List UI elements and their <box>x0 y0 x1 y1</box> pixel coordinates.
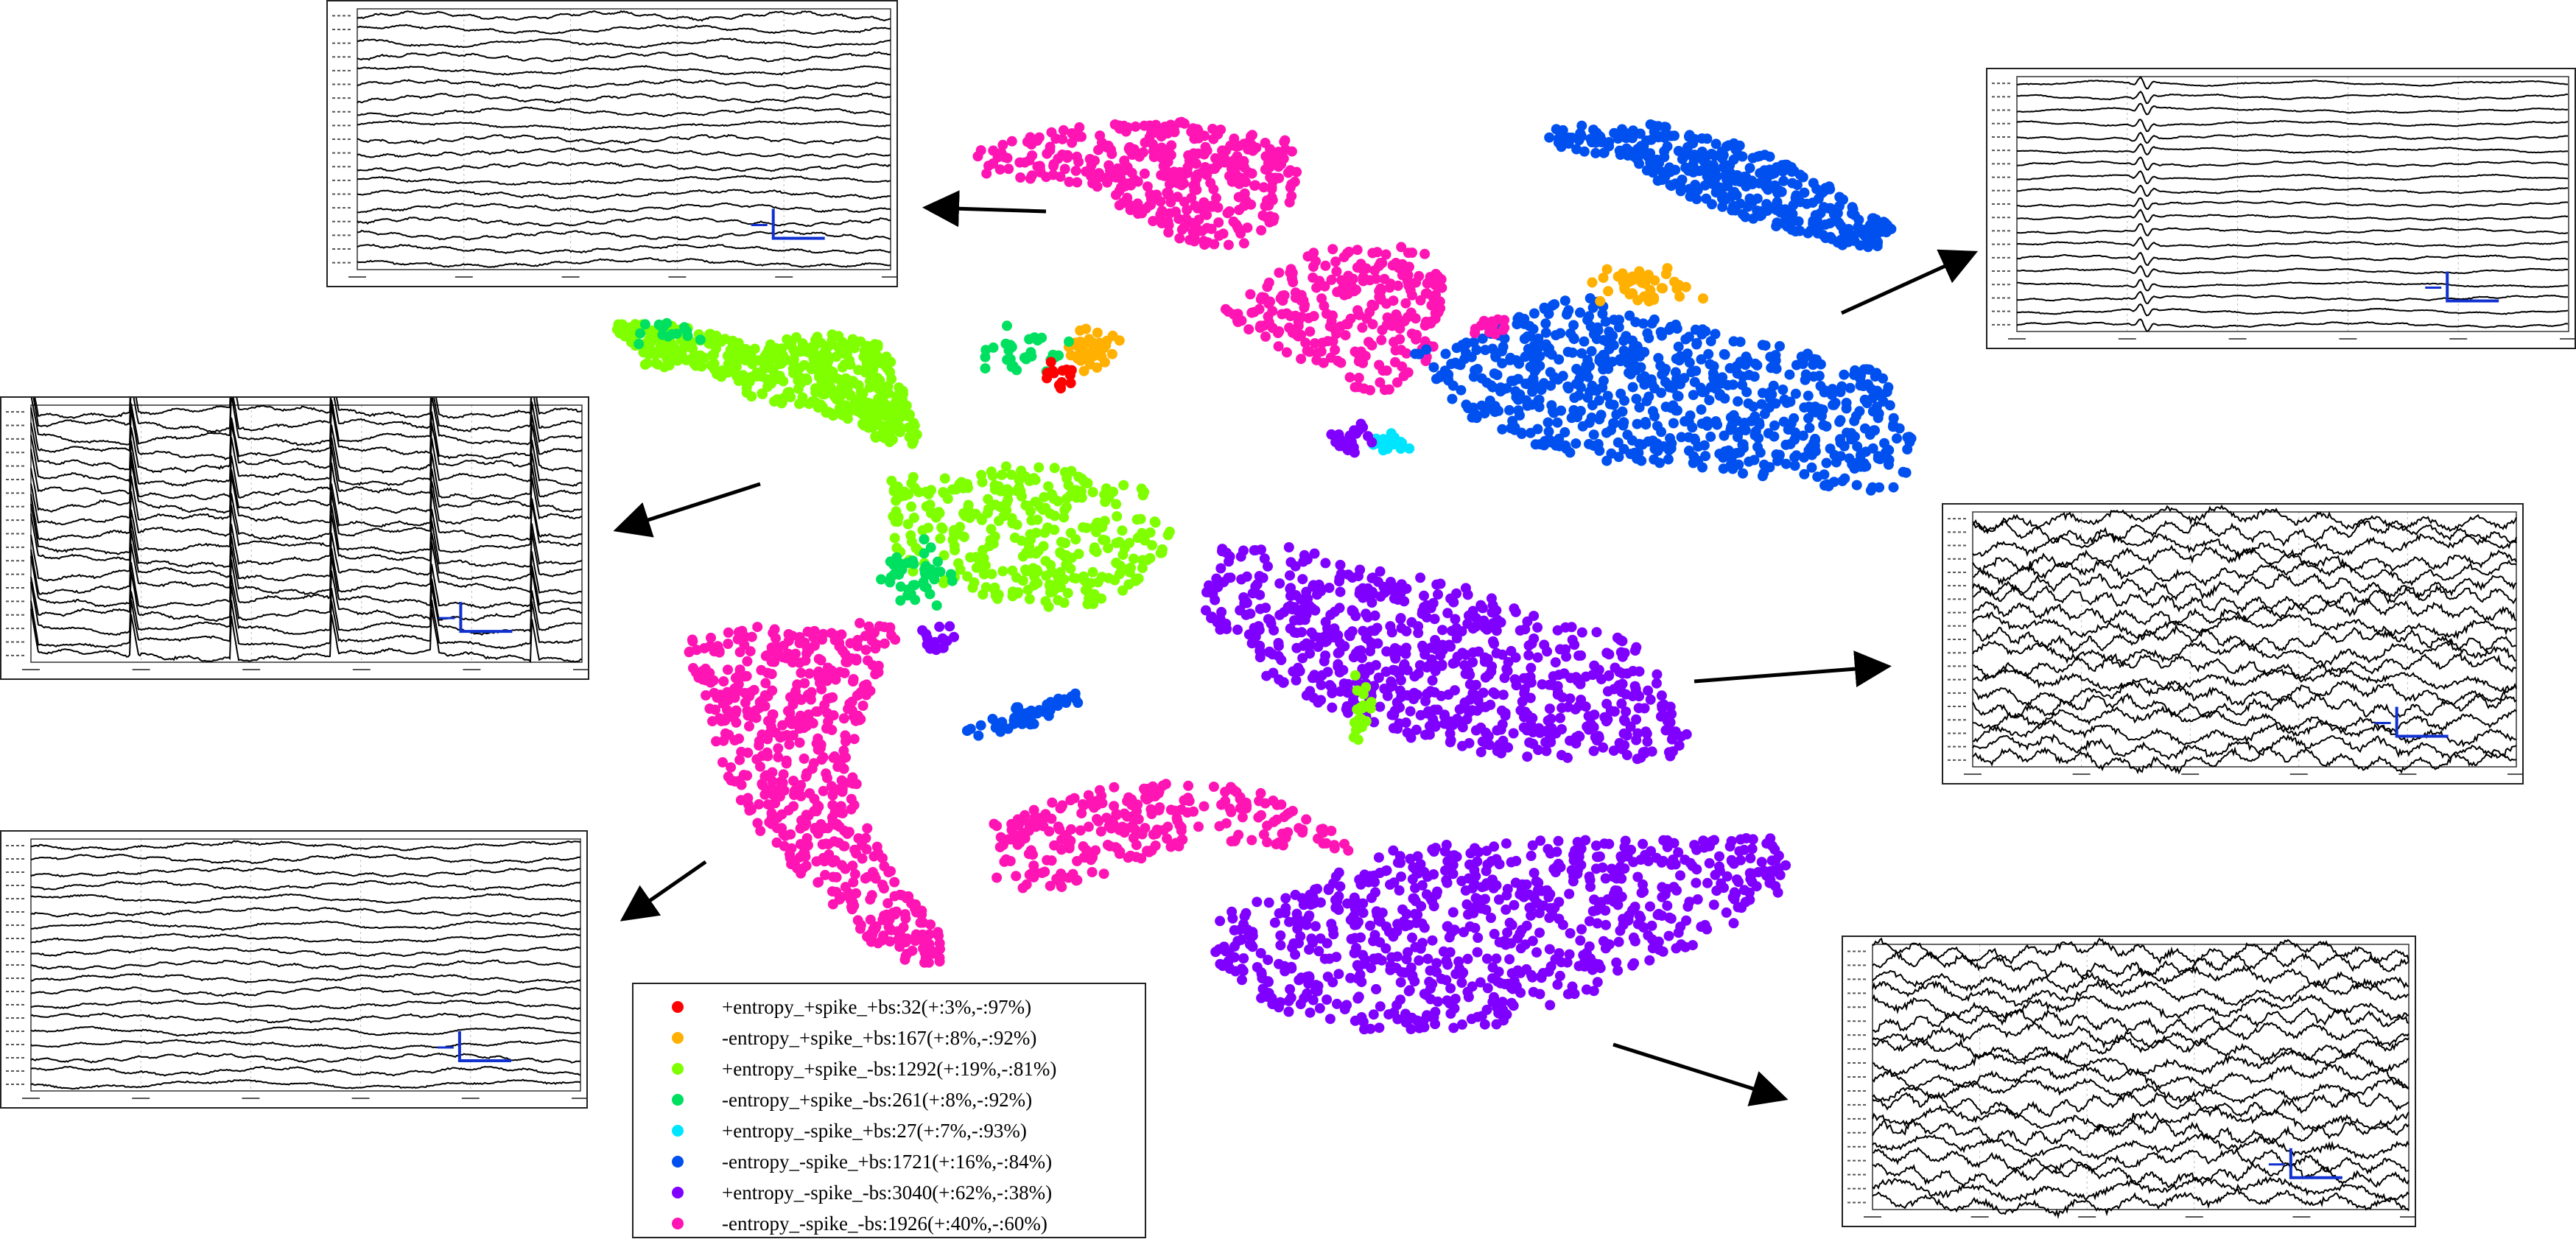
eeg-panel-top-right <box>1986 68 2576 349</box>
legend-marker <box>672 1063 684 1075</box>
eeg-panel-top-left <box>326 0 898 287</box>
eeg-panel-bottom-right <box>1842 936 2416 1227</box>
legend-marker <box>672 1187 684 1198</box>
legend-item: -entropy_+spike_-bs:261(+:8%,-:92%) <box>634 1084 1145 1115</box>
legend-marker <box>672 1094 684 1106</box>
arrows <box>613 190 1979 1106</box>
arrow-bottom-right <box>1612 1042 1789 1106</box>
cluster-magenta-top <box>972 116 1302 250</box>
cluster-magenta-bottom-center <box>989 779 1354 894</box>
cluster-blue-small <box>961 688 1084 741</box>
legend-item: -entropy_-spike_+bs:1721(+:16%,-:84%) <box>634 1146 1145 1177</box>
cluster-blue-top-right <box>1544 119 1897 253</box>
legend-item: -entropy_+spike_+bs:167(+:8%,-:92%) <box>634 1022 1145 1053</box>
arrow-left <box>613 482 761 538</box>
cluster-magenta-left-arc <box>684 622 945 968</box>
arrow-mid-right <box>1694 650 1892 688</box>
arrow-top-right <box>1840 249 1979 315</box>
legend-item: +entropy_-spike_+bs:27(+:7%,-:93%) <box>634 1115 1145 1146</box>
legend-label: -entropy_-spike_-bs:1926(+:40%,-:60%) <box>722 1212 1047 1235</box>
legend-item: +entropy_-spike_-bs:3040(+:62%,-:38%) <box>634 1177 1145 1208</box>
legend-label: -entropy_+spike_-bs:261(+:8%,-:92%) <box>722 1088 1033 1111</box>
legend-item: +entropy_+spike_+bs:32(+:3%,-:97%) <box>634 991 1145 1022</box>
legend: +entropy_+spike_+bs:32(+:3%,-:97%) -entr… <box>632 983 1146 1238</box>
legend-item: -entropy_-spike_-bs:1926(+:40%,-:60%) <box>634 1208 1145 1239</box>
legend-label: +entropy_+spike_+bs:32(+:3%,-:97%) <box>722 995 1032 1018</box>
legend-marker <box>672 1032 684 1044</box>
cluster-magenta-center <box>1220 242 1447 396</box>
legend-marker <box>672 1156 684 1168</box>
legend-label: +entropy_-spike_+bs:27(+:7%,-:93%) <box>722 1119 1027 1142</box>
legend-label: -entropy_-spike_+bs:1721(+:16%,-:84%) <box>722 1150 1053 1173</box>
legend-marker <box>672 1125 684 1137</box>
arrow-top-left <box>922 190 1047 228</box>
eeg-panel-bottom-left <box>0 830 588 1109</box>
legend-label: +entropy_-spike_-bs:3040(+:62%,-:38%) <box>722 1181 1053 1204</box>
cluster-purple-center-right <box>1201 542 1692 765</box>
cluster-purple-bottom <box>1210 833 1791 1035</box>
arrow-bottom-left <box>620 860 707 922</box>
scatter-points <box>611 116 1917 1035</box>
eeg-panel-left <box>0 396 589 680</box>
legend-marker <box>672 1001 684 1013</box>
cluster-lime-left <box>611 319 922 449</box>
eeg-panel-mid-right <box>1942 503 2524 785</box>
legend-label: +entropy_+spike_-bs:1292(+:19%,-:81%) <box>722 1057 1057 1080</box>
accent-points <box>634 263 1708 745</box>
legend-item: +entropy_+spike_-bs:1292(+:19%,-:81%) <box>634 1053 1145 1084</box>
cluster-lime-center <box>886 461 1175 612</box>
legend-marker <box>672 1218 684 1229</box>
cluster-blue-right <box>1410 293 1917 496</box>
legend-label: -entropy_+spike_+bs:167(+:8%,-:92%) <box>722 1026 1037 1049</box>
